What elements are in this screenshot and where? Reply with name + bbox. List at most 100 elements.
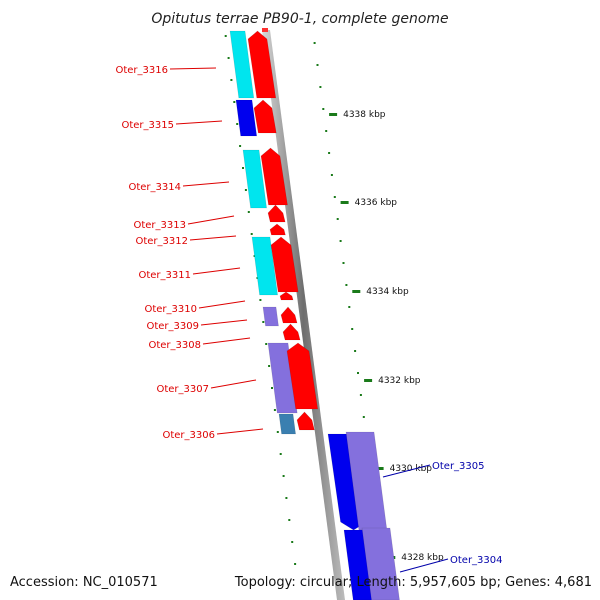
inner-ring-dot bbox=[230, 79, 233, 81]
inner-ring-dot bbox=[227, 57, 230, 59]
major-tick-mark bbox=[340, 201, 349, 204]
tick-label: 4328 kbp bbox=[401, 553, 444, 563]
inner-ring-dot bbox=[262, 321, 265, 323]
gene-feature bbox=[280, 306, 298, 324]
gene-leader-line bbox=[198, 300, 246, 309]
gene-label: Oter_3304 bbox=[450, 555, 503, 566]
map-title: Opitutus terrae PB90-1, complete genome bbox=[151, 11, 448, 27]
major-tick-mark bbox=[364, 379, 373, 382]
major-tick-mark bbox=[375, 467, 384, 470]
gene-feature bbox=[251, 236, 278, 296]
gene-feature bbox=[361, 527, 400, 600]
top-gene-fragment bbox=[262, 28, 268, 32]
gene-feature bbox=[262, 306, 279, 327]
outer-ring-dot bbox=[345, 284, 348, 286]
inner-ring-dot bbox=[291, 541, 294, 543]
outer-ring-dot bbox=[313, 42, 316, 44]
gene-label: Oter_3310 bbox=[144, 304, 197, 315]
inner-ring-dot bbox=[276, 431, 279, 433]
gene-label: Oter_3312 bbox=[135, 236, 188, 247]
inner-ring-dot bbox=[247, 211, 250, 213]
tick-label: 4332 kbp bbox=[378, 376, 421, 386]
gene-feature bbox=[278, 413, 296, 435]
tick-label: 4336 kbp bbox=[355, 198, 398, 208]
label-layer: Oter_3316 Oter_3315 Oter_3314 Oter_3313 Oter… bbox=[115, 65, 503, 573]
inner-ring-dot bbox=[233, 101, 236, 103]
outer-ring-dot bbox=[322, 108, 325, 110]
gene-feature bbox=[269, 223, 286, 236]
gene-feature bbox=[235, 99, 258, 137]
gene-label: Oter_3308 bbox=[148, 340, 201, 351]
outer-ring-dot bbox=[328, 152, 331, 154]
genome-summary-text: Topology: circular; Length: 5,957,605 bp… bbox=[234, 575, 592, 590]
gene-feature bbox=[279, 291, 294, 301]
gene-leader-line bbox=[210, 379, 257, 389]
gene-feature bbox=[242, 149, 267, 209]
tick-label: 4330 kbp bbox=[390, 464, 433, 474]
inner-ring-dot bbox=[224, 35, 227, 37]
outer-ring-dot bbox=[357, 372, 359, 374]
gene-leader-line bbox=[399, 558, 449, 573]
outer-ring-dot bbox=[319, 86, 322, 88]
gene-leader-line bbox=[187, 215, 235, 225]
inner-ring-dot bbox=[259, 299, 262, 301]
inner-ring-dot bbox=[242, 167, 244, 169]
outer-ring-dot bbox=[336, 218, 339, 220]
tick-label: 4338 kbp bbox=[343, 110, 386, 120]
gene-leader-line bbox=[216, 428, 264, 435]
accession-text: Accession: NC_010571 bbox=[10, 575, 158, 590]
outer-ring-dot bbox=[359, 394, 362, 396]
gene-label: Oter_3315 bbox=[121, 120, 174, 131]
tick-label: 4334 kbp bbox=[366, 287, 409, 297]
inner-ring-dot bbox=[285, 497, 288, 499]
outer-ring-dot bbox=[351, 328, 354, 330]
inner-ring-dot bbox=[273, 409, 276, 411]
outer-ring-dot bbox=[325, 130, 328, 132]
gene-feature bbox=[229, 30, 255, 99]
inner-ring-dot bbox=[236, 123, 239, 125]
gene-label: Oter_3306 bbox=[162, 430, 215, 441]
outer-ring-dot bbox=[339, 240, 342, 242]
gene-feature bbox=[253, 99, 277, 134]
major-tick-mark bbox=[352, 290, 361, 293]
backbone bbox=[262, 30, 345, 600]
dot-rings bbox=[224, 35, 386, 572]
gene-feature bbox=[267, 204, 286, 223]
inner-ring-dot bbox=[268, 365, 271, 367]
feature-layer bbox=[229, 30, 400, 600]
outer-ring-dot bbox=[330, 174, 333, 176]
inner-ring-dot bbox=[279, 453, 282, 455]
gene-feature bbox=[270, 236, 299, 293]
inner-ring-dot bbox=[294, 563, 297, 565]
inner-ring-dot bbox=[282, 475, 285, 477]
gene-leader-line bbox=[382, 464, 431, 478]
inner-ring-dot bbox=[250, 233, 253, 235]
gene-leader-line bbox=[182, 181, 230, 187]
inner-ring-dot bbox=[288, 519, 291, 521]
outer-ring-dot bbox=[333, 196, 336, 198]
gene-leader-line bbox=[202, 337, 251, 345]
gene-feature bbox=[282, 323, 301, 341]
gene-label: Oter_3313 bbox=[133, 220, 186, 231]
gene-feature bbox=[286, 342, 319, 410]
inner-ring-dot bbox=[239, 145, 242, 147]
inner-ring-dot bbox=[265, 343, 268, 345]
outer-ring-dot bbox=[354, 350, 357, 352]
gene-leader-line bbox=[169, 67, 217, 70]
gene-leader-line bbox=[175, 120, 223, 125]
gene-label: Oter_3309 bbox=[146, 321, 199, 332]
inner-ring-dot bbox=[271, 387, 273, 389]
gene-label: Oter_3305 bbox=[432, 461, 485, 472]
gene-feature bbox=[247, 30, 277, 99]
gene-label: Oter_3311 bbox=[138, 270, 191, 281]
outer-ring-dot bbox=[342, 262, 345, 264]
inner-ring-dot bbox=[244, 189, 247, 191]
gene-label: Oter_3314 bbox=[128, 182, 181, 193]
outer-ring-dot bbox=[362, 416, 365, 418]
gene-leader-line bbox=[192, 267, 241, 275]
outer-ring-dot bbox=[348, 306, 351, 308]
gene-feature bbox=[296, 411, 315, 431]
gene-label: Oter_3316 bbox=[115, 65, 168, 76]
gene-feature bbox=[260, 147, 288, 206]
